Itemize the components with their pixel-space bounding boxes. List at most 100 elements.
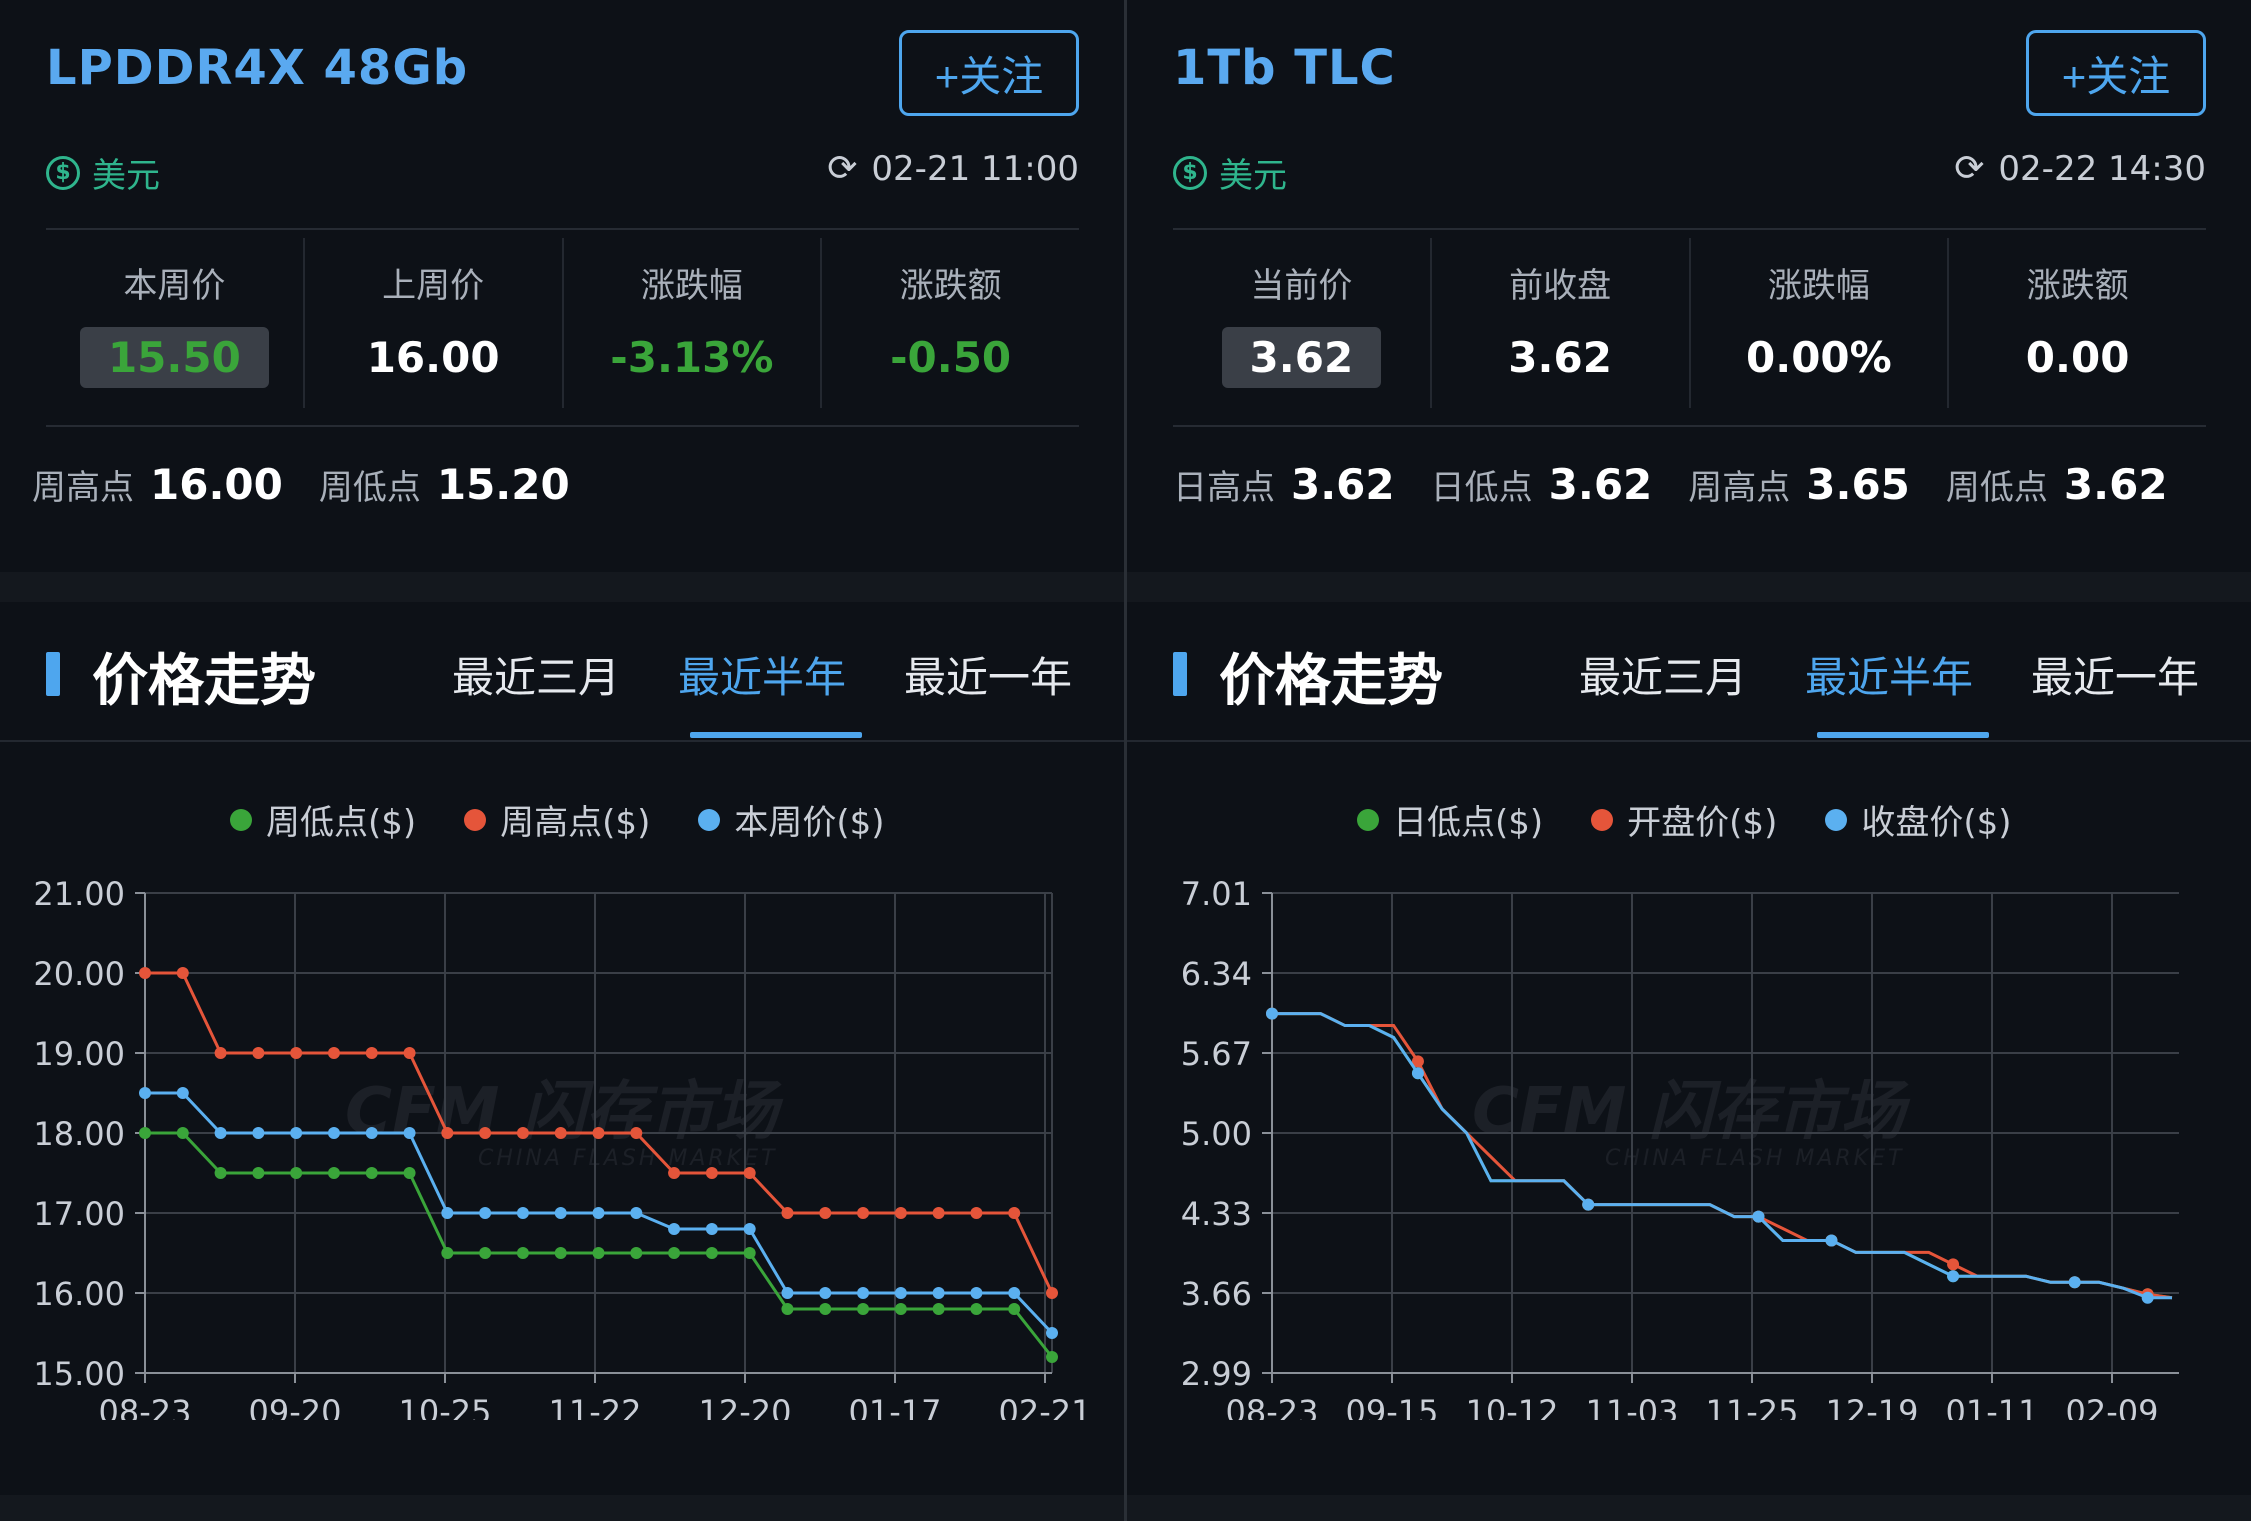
y-tick-label: 19.00: [33, 1035, 125, 1073]
tab-half-year[interactable]: 最近半年: [1805, 653, 1974, 702]
update-time[interactable]: ⟳ 02-22 14:30: [1954, 148, 2206, 189]
extreme-label: 周低点: [318, 468, 421, 508]
data-point: [705, 1223, 718, 1235]
data-point: [932, 1303, 945, 1315]
data-point: [970, 1207, 983, 1219]
y-tick-label: 20.00: [33, 955, 125, 993]
product-header: LPDDR4X 48Gb +关注 $ 美元 ⟳ 02-21 11:00 本周价 …: [0, 0, 1124, 572]
data-point: [592, 1247, 605, 1259]
stat-value: -3.13%: [610, 333, 774, 382]
follow-button[interactable]: +关注: [2026, 30, 2206, 116]
extreme-item: 周高点 16.00: [32, 460, 283, 509]
trend-header: 价格走势 最近三月 最近半年 最近一年: [0, 602, 1124, 742]
data-point: [857, 1207, 870, 1219]
section-gap: [0, 572, 1124, 602]
tab-one-year[interactable]: 最近一年: [2031, 653, 2200, 702]
price-stats: 本周价 15.50 上周价 16.00 涨跌幅 -3.13% 涨跌额 -0.50: [46, 238, 1079, 408]
product-header: 1Tb TLC +关注 $ 美元 ⟳ 02-22 14:30 当前价 3.62 …: [1127, 0, 2251, 572]
update-time-text: 02-21 11:00: [871, 148, 1079, 189]
watermark-subtitle: CHINA FLASH MARKET: [478, 1146, 778, 1171]
extreme-value: 3.65: [1806, 460, 1910, 509]
trend-header: 价格走势 最近三月 最近半年 最近一年: [1127, 602, 2251, 742]
chart-legend: 日低点($) 开盘价($) 收盘价($): [1357, 795, 2060, 844]
data-point: [1947, 1270, 1960, 1283]
y-tick-label: 17.00: [33, 1195, 125, 1233]
divider: [46, 425, 1079, 427]
dollar-circle-icon: $: [1173, 155, 1207, 190]
data-point: [592, 1207, 605, 1219]
data-point: [139, 1127, 151, 1139]
panel-divider: [1124, 0, 1127, 1521]
refresh-icon[interactable]: ⟳: [1954, 148, 1985, 189]
tab-three-months[interactable]: 最近三月: [1579, 653, 1748, 702]
y-tick-label: 5.67: [1181, 1035, 1252, 1073]
legend-dot-icon: [230, 808, 252, 831]
data-point: [479, 1127, 492, 1139]
legend-dot-icon: [1825, 808, 1848, 831]
data-point: [1046, 1327, 1058, 1339]
stat-label: 本周价: [123, 266, 226, 306]
data-point: [516, 1127, 529, 1139]
stat-label: 前收盘: [1509, 266, 1612, 306]
currency-label: $ 美元: [46, 148, 160, 197]
active-tab-underline: [1817, 732, 1989, 738]
extreme-item: 日低点 3.62: [1431, 460, 1653, 509]
stat-value: -0.50: [890, 333, 1012, 382]
x-tick-label: 09-20: [249, 1393, 342, 1420]
update-time[interactable]: ⟳ 02-21 11:00: [827, 148, 1079, 189]
legend-item[interactable]: 本周价($): [698, 795, 885, 844]
data-point: [365, 1167, 378, 1179]
tab-half-year[interactable]: 最近半年: [678, 653, 847, 702]
legend-item[interactable]: 日低点($): [1357, 795, 1543, 844]
tab-one-year[interactable]: 最近一年: [904, 653, 1073, 702]
data-point: [1947, 1258, 1960, 1271]
data-point: [781, 1287, 794, 1299]
y-tick-label: 15.00: [33, 1355, 125, 1393]
legend-item[interactable]: 周高点($): [464, 795, 650, 844]
legend-item[interactable]: 开盘价($): [1591, 795, 1777, 844]
bottom-strip: [1127, 1495, 2251, 1521]
data-point: [365, 1047, 378, 1059]
data-point: [290, 1047, 303, 1059]
stat-change-pct: 涨跌幅 0.00%: [1691, 238, 1950, 408]
data-point: [403, 1047, 416, 1059]
data-point: [970, 1287, 983, 1299]
bottom-strip: [0, 1495, 1124, 1521]
trend-title: 价格走势: [1219, 649, 1443, 714]
extreme-value: 15.20: [436, 460, 570, 509]
data-point: [479, 1207, 492, 1219]
data-point: [2141, 1291, 2154, 1304]
data-point: [252, 1127, 265, 1139]
extreme-item: 周低点 15.20: [319, 460, 570, 509]
section-accent: [46, 652, 60, 696]
x-tick-label: 01-17: [849, 1393, 942, 1420]
stat-value: 0.00%: [1746, 333, 1892, 382]
data-point: [139, 1087, 151, 1099]
price-chart[interactable]: 21.00 20.00 19.00 18.00 17.00 16.00 15.0008-23…: [0, 860, 1124, 1420]
legend-item[interactable]: 收盘价($): [1825, 795, 2012, 844]
data-point: [743, 1247, 756, 1259]
legend-label: 本周价($): [734, 803, 885, 843]
tab-three-months[interactable]: 最近三月: [452, 653, 621, 702]
stat-value: 15.50: [79, 327, 269, 388]
refresh-icon[interactable]: ⟳: [827, 148, 858, 189]
legend-dot-icon: [1357, 808, 1379, 831]
dollar-circle-icon: $: [46, 155, 80, 190]
follow-button[interactable]: +关注: [899, 30, 1079, 116]
chart-legend: 周低点($) 周高点($) 本周价($): [230, 795, 933, 844]
data-point: [1752, 1210, 1765, 1223]
data-point: [819, 1303, 832, 1315]
data-point: [819, 1287, 832, 1299]
legend-item[interactable]: 周低点($): [230, 795, 416, 844]
data-point: [214, 1047, 227, 1059]
series-line-0: [145, 1131, 1054, 1358]
stat-value: 16.00: [366, 333, 500, 382]
data-point: [479, 1247, 492, 1259]
extreme-value: 3.62: [2063, 460, 2168, 509]
divider: [1173, 228, 2206, 230]
data-point: [592, 1127, 605, 1139]
currency-text: 美元: [1219, 156, 1287, 196]
x-tick-label: 11-22: [549, 1393, 642, 1420]
data-point: [554, 1127, 567, 1139]
